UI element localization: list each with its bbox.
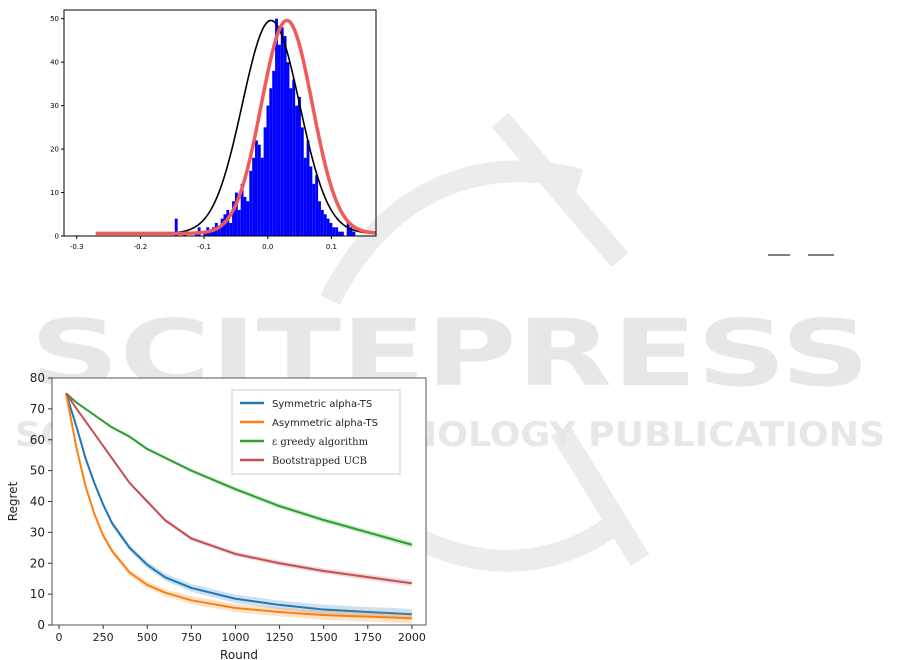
y-tick-label: 40 bbox=[30, 495, 45, 509]
y-axis-label: Regret bbox=[6, 481, 20, 521]
series-line bbox=[65, 393, 412, 620]
series-line bbox=[65, 392, 413, 585]
x-tick-label: 2000 bbox=[398, 631, 426, 644]
y-tick-label: 30 bbox=[50, 102, 59, 110]
histogram-bar bbox=[352, 231, 356, 236]
histogram-bar bbox=[298, 96, 301, 236]
x-tick-label: 500 bbox=[137, 631, 158, 644]
histogram-bar bbox=[269, 88, 273, 236]
y-tick-label: 0 bbox=[55, 233, 59, 241]
histogram-bar bbox=[349, 227, 353, 236]
y-tick-label: 40 bbox=[50, 59, 59, 67]
histogram-bar bbox=[226, 209, 230, 236]
histogram-bar bbox=[174, 218, 178, 236]
histogram-bar bbox=[300, 127, 304, 236]
histogram-bar bbox=[263, 127, 267, 236]
histogram-chart: -0.3 -0.2 -0.1 0.0 0.1 0 10 20 30 40 50 bbox=[50, 9, 377, 251]
x-tick-label: 750 bbox=[181, 631, 202, 644]
histogram-bar bbox=[275, 18, 278, 237]
histogram-bar bbox=[295, 105, 298, 236]
y-tick-label: 10 bbox=[50, 189, 59, 197]
histogram-bar bbox=[323, 214, 327, 236]
histogram-bar bbox=[246, 201, 250, 236]
y-tick-label: 50 bbox=[30, 464, 45, 478]
histogram-bar bbox=[220, 218, 224, 236]
x-tick-label: 1500 bbox=[310, 631, 338, 644]
histogram-bar bbox=[237, 209, 241, 236]
histogram-bar bbox=[320, 209, 324, 236]
y-tick-label: 60 bbox=[30, 433, 45, 447]
histogram-bar bbox=[209, 231, 213, 236]
histogram-bar bbox=[329, 222, 333, 236]
histogram-frame bbox=[63, 9, 377, 237]
x-tick-label: -0.1 bbox=[197, 243, 211, 251]
x-tick-label: 0.0 bbox=[262, 243, 273, 251]
legend-label: Symmetric alpha-TS bbox=[272, 399, 372, 410]
legend-label: Asymmetric alpha-TS bbox=[272, 418, 378, 429]
y-tick-label: 30 bbox=[30, 525, 45, 539]
regret-line-chart: 0 250 500 750 1000 1250 1500 1750 2000 0 10 20 30 40 5… bbox=[6, 371, 427, 660]
x-tick-label: -0.3 bbox=[70, 243, 84, 251]
histogram-bar bbox=[217, 227, 221, 236]
histogram-bar bbox=[277, 44, 281, 237]
histogram-bar bbox=[335, 227, 339, 236]
red-density-curve bbox=[95, 18, 377, 236]
x-tick-label: 1250 bbox=[266, 631, 294, 644]
histogram-bar bbox=[272, 70, 276, 236]
y-tick-label: 0 bbox=[37, 618, 45, 632]
x-tick-label: 1000 bbox=[221, 631, 249, 644]
y-tick-label: 20 bbox=[30, 556, 45, 570]
histogram-bar bbox=[283, 36, 287, 237]
histogram-bar bbox=[289, 88, 293, 236]
series-line bbox=[65, 392, 413, 546]
histogram-bar bbox=[315, 175, 319, 236]
histogram-bar bbox=[346, 222, 350, 236]
histogram-bar bbox=[249, 170, 253, 236]
histogram-bar bbox=[280, 27, 284, 237]
histogram-bar bbox=[255, 140, 258, 236]
histogram-bar bbox=[266, 105, 270, 236]
histogram-bar bbox=[292, 79, 296, 237]
histogram-bar bbox=[309, 166, 313, 236]
histogram-bar bbox=[232, 201, 235, 236]
x-tick-label: 0.1 bbox=[326, 243, 337, 251]
histogram-bar bbox=[240, 183, 244, 236]
y-tick-label: 20 bbox=[50, 146, 59, 154]
histogram-bar bbox=[306, 140, 310, 236]
histogram-bar bbox=[223, 214, 227, 236]
histogram-bar bbox=[229, 222, 233, 236]
x-axis-label: Round bbox=[220, 648, 258, 660]
histogram-bar bbox=[243, 196, 247, 236]
histogram-bar bbox=[338, 231, 341, 236]
series-confidence-band bbox=[66, 392, 412, 548]
histogram-bar bbox=[312, 183, 316, 236]
x-tick-label: -0.2 bbox=[134, 243, 148, 251]
x-tick-label: 250 bbox=[93, 631, 114, 644]
histogram-bar bbox=[340, 231, 344, 236]
histogram-bar bbox=[234, 192, 238, 236]
histogram-bar bbox=[326, 218, 330, 236]
histogram-bar bbox=[303, 157, 307, 236]
histogram-bar bbox=[260, 157, 264, 236]
histogram-bar bbox=[332, 227, 336, 236]
series-line bbox=[65, 393, 412, 616]
histogram-bar bbox=[318, 201, 321, 236]
y-tick-label: 10 bbox=[30, 587, 45, 601]
y-tick-label: 50 bbox=[50, 15, 59, 23]
histogram-bar bbox=[252, 157, 256, 236]
histogram-bar bbox=[257, 144, 261, 236]
y-tick-label: 80 bbox=[30, 371, 45, 385]
legend-label: ε greedy algorithm bbox=[272, 437, 369, 448]
x-tick-label: 0 bbox=[56, 631, 63, 644]
x-tick-label: 1750 bbox=[354, 631, 382, 644]
histogram-bar bbox=[286, 62, 290, 237]
y-tick-label: 70 bbox=[30, 402, 45, 416]
legend-label: Bootstrapped UCB bbox=[272, 456, 367, 467]
